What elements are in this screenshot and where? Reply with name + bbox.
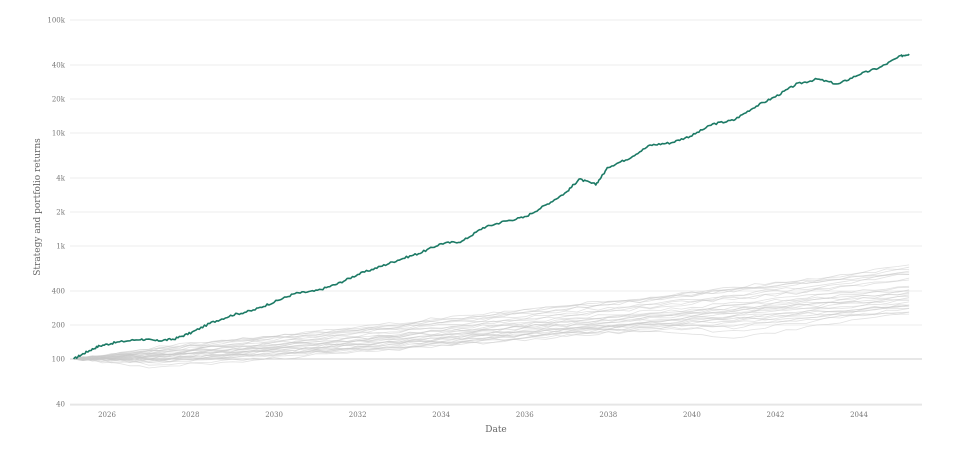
x-tick-label: 2028 bbox=[182, 411, 200, 419]
x-tick-label: 2042 bbox=[767, 411, 785, 419]
x-tick-label: 2038 bbox=[599, 411, 617, 419]
y-tick-label: 200 bbox=[52, 322, 65, 330]
x-axis-label: Date bbox=[485, 425, 507, 435]
y-axis-ticks: 40 100 200 400 1k 2k 4k 10k 20k 40k 100k bbox=[47, 17, 65, 409]
portfolio-series-line bbox=[73, 307, 910, 363]
portfolio-series-line bbox=[73, 295, 910, 361]
y-tick-label: 100k bbox=[47, 17, 65, 25]
x-tick-label: 2030 bbox=[265, 411, 283, 419]
y-tick-label: 20k bbox=[52, 95, 66, 103]
y-tick-label: 2k bbox=[56, 209, 65, 217]
portfolio-series-line bbox=[73, 279, 910, 360]
portfolio-series-line bbox=[73, 311, 910, 369]
portfolio-series-line bbox=[73, 304, 910, 361]
portfolio-series-line bbox=[73, 300, 910, 361]
portfolio-series-line bbox=[73, 285, 910, 360]
x-axis-ticks: 2026 2028 2030 2032 2034 2036 2038 2040 2042 2044 bbox=[98, 411, 868, 419]
portfolio-series-line bbox=[73, 308, 910, 366]
x-tick-label: 2044 bbox=[850, 411, 868, 419]
x-tick-label: 2034 bbox=[432, 411, 450, 419]
x-tick-label: 2040 bbox=[683, 411, 701, 419]
portfolio-series-line bbox=[73, 270, 910, 360]
y-tick-label: 4k bbox=[56, 174, 65, 182]
y-axis-label: Strategy and portfolio returns bbox=[33, 138, 43, 276]
x-tick-label: 2036 bbox=[516, 411, 534, 419]
y-tick-label: 40 bbox=[56, 401, 65, 409]
y-tick-label: 400 bbox=[52, 287, 65, 295]
grid-lines bbox=[70, 19, 922, 406]
y-tick-label: 10k bbox=[52, 130, 66, 138]
portfolio-series-line bbox=[73, 273, 910, 360]
portfolio-series-line bbox=[73, 305, 910, 362]
y-tick-label: 1k bbox=[56, 243, 65, 251]
portfolio-series-line bbox=[73, 264, 910, 360]
portfolio-series-line bbox=[73, 287, 910, 360]
x-tick-label: 2026 bbox=[98, 411, 116, 419]
strategy-series-group bbox=[72, 53, 910, 360]
x-tick-label: 2032 bbox=[349, 411, 367, 419]
y-tick-label: 100 bbox=[52, 356, 65, 364]
strategy-series-line bbox=[72, 53, 910, 360]
portfolio-series-line bbox=[73, 266, 910, 360]
portfolio-series-line bbox=[73, 291, 910, 360]
portfolio-series-group bbox=[73, 264, 910, 369]
y-tick-label: 40k bbox=[52, 61, 66, 69]
